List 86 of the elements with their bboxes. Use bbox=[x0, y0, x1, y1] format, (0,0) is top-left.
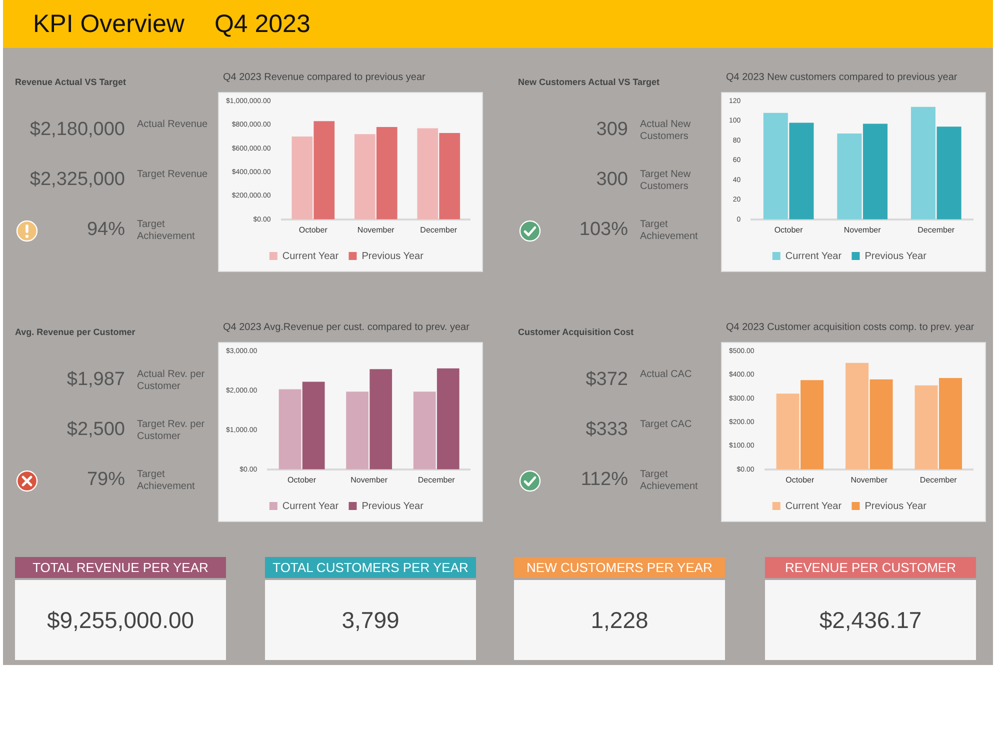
bar bbox=[910, 106, 936, 220]
text: Target CAC bbox=[640, 419, 693, 431]
bar bbox=[763, 112, 788, 220]
text: 309 bbox=[595, 119, 628, 141]
bar bbox=[870, 379, 893, 470]
bar bbox=[776, 394, 800, 470]
x-tick-label: November bbox=[844, 225, 882, 234]
x-tick-label: October bbox=[288, 475, 316, 484]
text: Avg. Revenue per Customer bbox=[15, 327, 136, 337]
x-tick-label: November bbox=[850, 475, 888, 484]
x-tick-label: December bbox=[418, 475, 456, 484]
text: $2,436.17 bbox=[765, 580, 976, 660]
text: Actual New Customers bbox=[640, 119, 692, 143]
bar bbox=[914, 385, 938, 470]
x-tick-label: October bbox=[774, 225, 804, 234]
text: TOTAL REVENUE PER YEAR bbox=[15, 557, 226, 578]
text: Actual Rev. per Customer bbox=[137, 369, 206, 393]
text: 103% bbox=[578, 219, 628, 241]
legend-label: Previous Year bbox=[362, 250, 424, 262]
x-tick-label: November bbox=[350, 475, 388, 484]
x-tick-label: December bbox=[918, 225, 955, 234]
bar bbox=[413, 392, 436, 470]
text: REVENUE PER CUSTOMER bbox=[765, 557, 976, 578]
text: $372 bbox=[584, 369, 628, 391]
text: 3,799 bbox=[265, 580, 476, 660]
bar bbox=[938, 378, 962, 470]
text: TOTAL CUSTOMERS PER YEAR bbox=[265, 557, 476, 578]
text: KPI Overview bbox=[33, 10, 184, 38]
text: $2,500 bbox=[66, 419, 125, 441]
text: Actual Revenue bbox=[137, 119, 209, 131]
text: Actual CAC bbox=[640, 369, 693, 381]
x-tick-label: December bbox=[420, 225, 458, 234]
text: Q4 2023 bbox=[214, 10, 310, 38]
chart-title: Q4 2023 New customers compared to previous year bbox=[726, 72, 958, 83]
bar bbox=[936, 126, 962, 220]
bar bbox=[800, 380, 824, 470]
text: $2,180,000 bbox=[28, 119, 125, 141]
bar bbox=[314, 121, 335, 220]
text: 1,228 bbox=[514, 580, 725, 660]
bar bbox=[278, 389, 302, 470]
legend-label: Current Year bbox=[282, 250, 340, 262]
text: Target Achievement bbox=[137, 219, 196, 243]
bar bbox=[789, 122, 814, 220]
text: Target Achievement bbox=[640, 469, 699, 493]
text: 112% bbox=[580, 469, 628, 491]
bar bbox=[436, 368, 460, 470]
text: 300 bbox=[595, 169, 628, 191]
legend-label: Previous Year bbox=[864, 250, 928, 262]
chart-title: Q4 2023 Revenue compared to previous year bbox=[223, 72, 426, 83]
text: NEW CUSTOMERS PER YEAR bbox=[514, 557, 725, 578]
text: Target Revenue bbox=[137, 169, 209, 181]
bar bbox=[370, 369, 392, 470]
text: 79% bbox=[86, 469, 125, 491]
legend-label: Current Year bbox=[785, 500, 842, 512]
x-tick-label: December bbox=[920, 475, 958, 484]
text: $333 bbox=[584, 419, 628, 441]
x-tick-label: October bbox=[786, 475, 814, 484]
bar bbox=[837, 134, 862, 220]
bar bbox=[354, 134, 376, 220]
x-tick-label: October bbox=[298, 225, 328, 234]
chart-title: Q4 2023 Customer acquisition costs comp. to prev. year bbox=[726, 322, 976, 333]
text: $2,325,000 bbox=[28, 169, 125, 191]
text: Target New Customers bbox=[640, 169, 692, 193]
text: Customer Acquisition Cost bbox=[518, 327, 635, 337]
bar bbox=[376, 127, 398, 220]
text: $1,987 bbox=[66, 369, 125, 391]
legend-label: Current Year bbox=[785, 250, 842, 262]
bar bbox=[302, 382, 325, 470]
bar bbox=[292, 136, 313, 220]
bar bbox=[439, 132, 460, 220]
text: New Customers Actual VS Target bbox=[518, 77, 661, 87]
bar bbox=[846, 362, 869, 470]
legend-label: Previous Year bbox=[362, 500, 424, 512]
legend-label: Previous Year bbox=[864, 500, 928, 512]
text: $9,255,000.00 bbox=[15, 580, 226, 660]
text: Revenue Actual VS Target bbox=[15, 77, 128, 87]
bar bbox=[417, 128, 438, 220]
bar bbox=[346, 392, 368, 470]
text: Target Achievement bbox=[640, 219, 699, 243]
text: Target Achievement bbox=[137, 469, 196, 493]
legend-label: Current Year bbox=[282, 500, 340, 512]
chart-title: Q4 2023 Avg.Revenue per cust. compared to prev. year bbox=[223, 322, 470, 333]
text: Target Rev. per Customer bbox=[137, 419, 206, 443]
text: 94% bbox=[86, 219, 125, 241]
bar bbox=[862, 124, 888, 220]
x-tick-label: November bbox=[357, 225, 395, 234]
